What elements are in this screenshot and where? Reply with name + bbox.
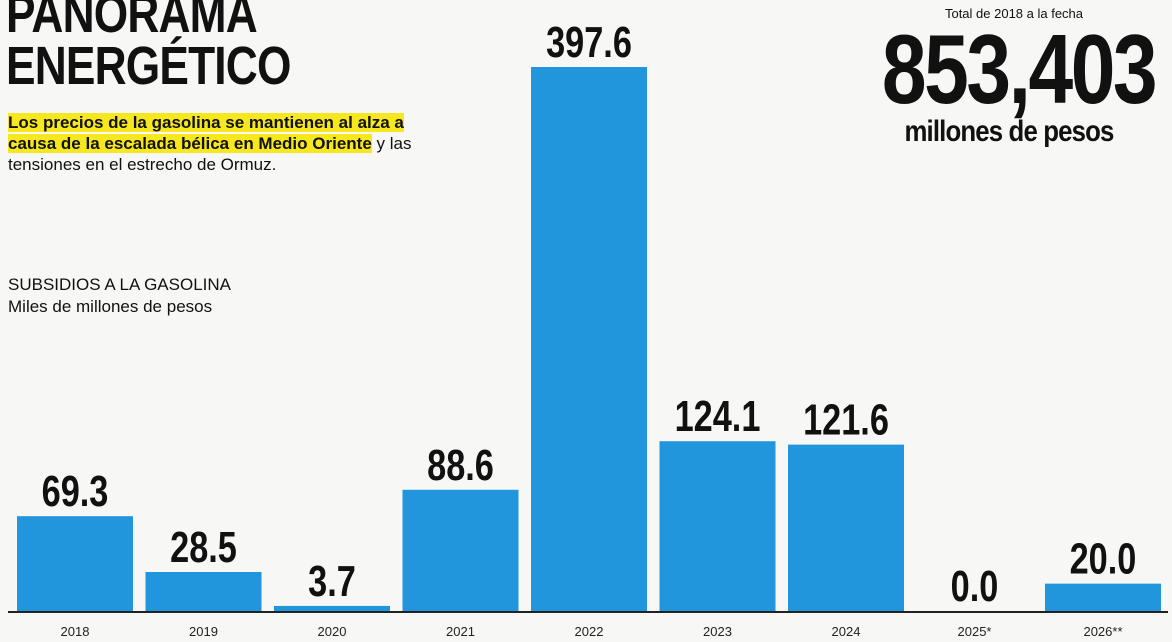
chart-heading: SUBSIDIOS A LA GASOLINA Miles de millone… [8,274,231,318]
value-label-2019: 28.5 [170,523,237,572]
title-line-1: PANORAMA [6,0,258,44]
x-tick-label-2021: 2021 [446,624,475,639]
total-unit: millones de pesos [904,115,1114,148]
value-label-2020: 3.7 [308,557,356,606]
x-tick-label-2022: 2022 [575,624,604,639]
bar-2026** [1045,583,1161,611]
bar-2024 [788,444,904,611]
bar-2023 [659,441,776,611]
x-tick-label-2025*: 2025* [958,624,992,639]
title-line-2: ENERGÉTICO [6,36,291,96]
value-label-2021: 88.6 [427,441,494,490]
x-tick-label-2024: 2024 [832,624,861,639]
value-label-2025*: 0.0 [951,562,999,611]
x-tick-label-2019: 2019 [189,624,218,639]
value-label-2024: 121.6 [803,396,889,445]
chart-title: SUBSIDIOS A LA GASOLINA [8,275,231,294]
bar-2020 [274,605,390,611]
bar-2018 [17,516,133,611]
x-tick-label-2026**: 2026** [1083,624,1122,639]
intro-rest: y las tensiones en el estrecho de Ormuz. [8,134,412,174]
value-label-2023: 124.1 [675,392,761,441]
bar-2021 [402,489,519,611]
x-tick-label-2023: 2023 [703,624,732,639]
value-label-2026**: 20.0 [1070,535,1137,584]
page-title: PANORAMA ENERGÉTICO [6,0,291,96]
total-label: Total de 2018 a la fecha [944,6,1084,21]
intro-paragraph: Los precios de la gasolina se mantienen … [8,112,438,175]
bar-2022 [531,67,647,611]
total-value: 853,403 [881,14,1158,124]
bar-2019 [145,572,262,611]
x-tick-label-2020: 2020 [318,624,347,639]
x-tick-label-2018: 2018 [61,624,90,639]
value-label-2022: 397.6 [546,18,632,67]
value-label-2018: 69.3 [42,467,109,516]
chart-subtitle: Miles de millones de pesos [8,297,213,316]
total-box: Total de 2018 a la fecha 853,403 millone… [854,6,1164,149]
